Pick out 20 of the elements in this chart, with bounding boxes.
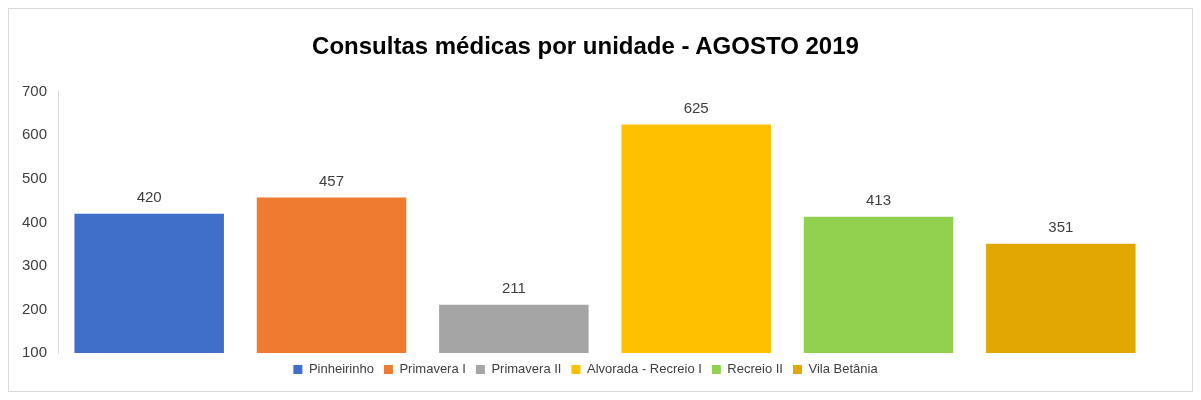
data-label: 625 xyxy=(683,99,709,117)
y-tick-label: 600 xyxy=(22,125,48,143)
legend-label: Alvorada - Recreio I xyxy=(586,361,702,377)
legend-label: Pinheirinho xyxy=(308,361,374,377)
data-label: 420 xyxy=(136,188,162,206)
y-tick-label: 200 xyxy=(22,299,48,317)
data-label: 413 xyxy=(865,191,892,209)
data-label: 457 xyxy=(319,172,345,190)
legend-label: Primavera II xyxy=(491,361,562,377)
legend-label: Recreio II xyxy=(727,361,783,377)
y-tick-label: 500 xyxy=(22,169,48,187)
data-label: 351 xyxy=(1048,218,1074,236)
data-label: 211 xyxy=(501,279,526,297)
legend-label: Vila Betânia xyxy=(808,361,879,377)
y-tick-label: 300 xyxy=(22,256,48,274)
chart-title: Consultas médicas por unidade - AGOSTO 2019 xyxy=(312,32,859,60)
legend-label: Primavera I xyxy=(399,361,466,377)
y-tick-label: 400 xyxy=(22,212,48,230)
y-tick-label: 700 xyxy=(22,81,48,99)
y-tick-label: 100 xyxy=(22,343,48,361)
